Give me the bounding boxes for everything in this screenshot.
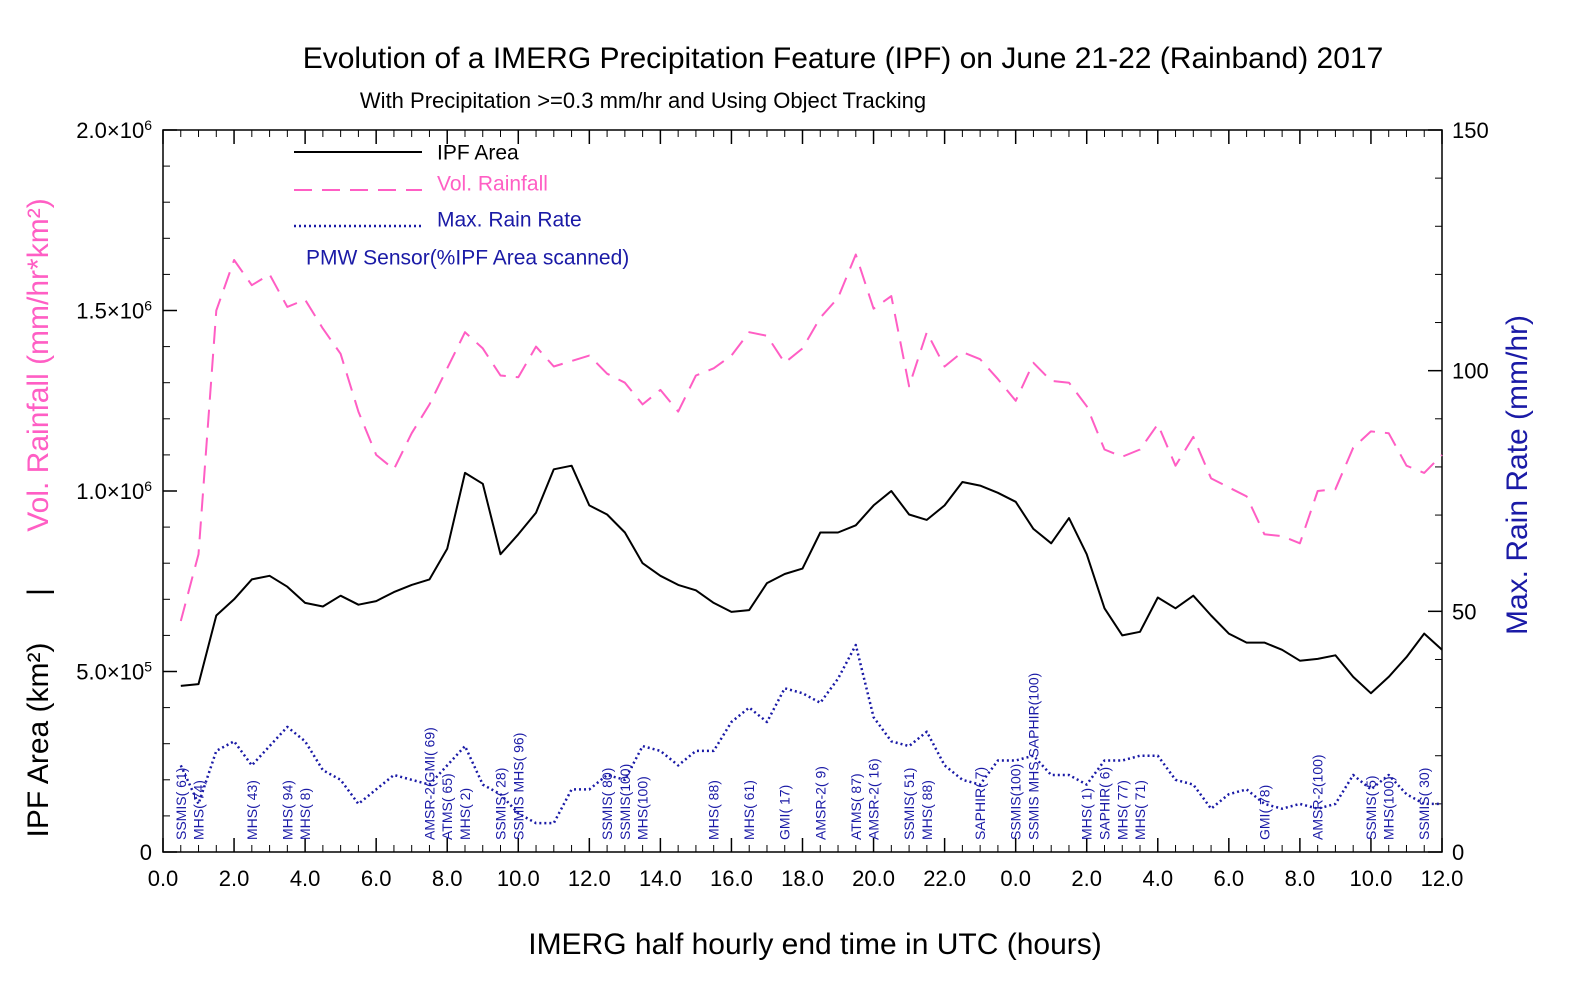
x-tick-label: 4.0 — [1142, 866, 1173, 891]
y-axis-title-separator: | — [22, 588, 55, 596]
sensor-label: SSMIS MHS( 96) — [510, 733, 526, 840]
sensor-label: AMSR-2( 9) — [812, 766, 828, 840]
sensor-label: MHS( 88) — [919, 780, 935, 840]
y-axis-title-ipf-area: IPF Area (km²) — [22, 642, 55, 837]
sensor-label: ATMS( 65) — [439, 773, 455, 840]
sensor-label: MHS( 77) — [1114, 780, 1130, 840]
y-right-tick-label: 150 — [1452, 118, 1489, 143]
x-tick-label: 10.0 — [1350, 866, 1393, 891]
series-line-ipf-area — [180, 464, 1443, 695]
sensor-label: SSMIS( 30) — [1416, 768, 1432, 840]
y-axis-title-vol-rainfall: Vol. Rainfall (mm/hr*km²) — [22, 198, 55, 531]
sensor-label: SSMIS( 51) — [901, 768, 917, 840]
sensor-label: SSMIS(100) — [617, 764, 633, 840]
x-tick-label: 18.0 — [781, 866, 824, 891]
sensor-label: MHS( 8) — [297, 788, 313, 840]
sensor-label: AMSR-2( 16) — [866, 758, 882, 840]
y-left-tick-label: 2.0×106 — [76, 117, 152, 143]
x-tick-label: 6.0 — [1214, 866, 1245, 891]
sensor-label: SSMIS(100) — [1008, 764, 1024, 840]
plot-frame — [162, 129, 1443, 853]
sensor-label: MHS(100) — [635, 776, 651, 840]
x-tick-label: 0.0 — [148, 866, 179, 891]
plot-border — [162, 129, 1443, 853]
x-tick-label: 6.0 — [361, 866, 392, 891]
x-tick-label: 14.0 — [639, 866, 682, 891]
sensor-label: SAPHIR( 6) — [1097, 767, 1113, 840]
y-right-tick-label: 100 — [1452, 359, 1489, 384]
axis-titles: IMERG half hourly end time in UTC (hours… — [22, 198, 1534, 961]
sensor-label: MHS( 74) — [191, 780, 207, 840]
sensor-label: MHS(100) — [1381, 776, 1397, 840]
sensor-label: MHS( 1) — [1079, 788, 1095, 840]
sensor-label: ATMS( 87) — [848, 773, 864, 840]
series-line-vol-rainfall — [179, 253, 1443, 622]
x-axis-title: IMERG half hourly end time in UTC (hours… — [528, 928, 1102, 961]
axis-ticks: 0.0 2.0 4.0 6.0 8.0 10.0 12.0 14.0 16.0 18.0 20.0 2… — [76, 117, 1488, 891]
sensor-label: MHS( 2) — [457, 788, 473, 840]
pmw-sensor-title: PMW Sensor(%IPF Area scanned) — [306, 247, 629, 270]
sensor-label: MHS( 61) — [741, 780, 757, 840]
x-tick-label: 16.0 — [710, 866, 753, 891]
x-tick-label: 8.0 — [432, 866, 463, 891]
sensor-label: AMSR-2(GMI( 69) — [422, 727, 438, 840]
sensor-label: MHS( 43) — [244, 780, 260, 840]
x-tick-label: 2.0 — [1071, 866, 1102, 891]
sensor-label: GMI( 78) — [1256, 785, 1272, 840]
y-left-tick-label: 1.5×106 — [76, 298, 152, 324]
y-right-tick-label: 50 — [1452, 599, 1476, 624]
series-lines — [179, 253, 1443, 825]
sensor-label: MHS( 88) — [706, 780, 722, 840]
x-tick-label: 10.0 — [497, 866, 540, 891]
x-tick-label: 4.0 — [290, 866, 321, 891]
chart-title: Evolution of a IMERG Precipitation Featu… — [303, 42, 1384, 75]
sensor-label: GMI( 17) — [777, 785, 793, 840]
legend-label-ipf-area: IPF Area — [437, 142, 519, 165]
sensor-label: SSMIS( 61) — [173, 768, 189, 840]
sensor-label: SSMIS( 80) — [599, 768, 615, 840]
sensor-label: SSMIS MHS SAPHIR(100) — [1025, 673, 1041, 840]
x-tick-label: 20.0 — [852, 866, 895, 891]
y-left-tick-label: 5.0×105 — [76, 659, 152, 685]
x-tick-label: 8.0 — [1285, 866, 1316, 891]
x-tick-label: 12.0 — [568, 866, 611, 891]
x-tick-label: 0.0 — [1000, 866, 1031, 891]
x-tick-label: 22.0 — [923, 866, 966, 891]
sensor-label: AMSR-2(100) — [1310, 754, 1326, 840]
sensor-label: SAPHIR( 7) — [972, 767, 988, 840]
y-left-tick-label: 1.0×106 — [76, 478, 152, 504]
sensor-label: SSMIS( 5) — [1363, 775, 1379, 840]
x-tick-label: 2.0 — [219, 866, 250, 891]
y-right-tick-label: 0 — [1452, 840, 1464, 865]
x-tick-label: 12.0 — [1421, 866, 1464, 891]
y-axis-title-max-rain-rate: Max. Rain Rate (mm/hr) — [1501, 315, 1534, 635]
legend-label-max-rain-rate: Max. Rain Rate — [437, 209, 582, 232]
legend-label-vol-rainfall: Vol. Rainfall — [437, 173, 548, 196]
sensor-label: SSMIS( 28) — [493, 768, 509, 840]
sensor-labels: SSMIS( 61) MHS( 74) MHS( 43) MHS( 94) MHS( 8… — [173, 673, 1432, 840]
sensor-label: MHS( 94) — [279, 780, 295, 840]
y-left-tick-label: 0 — [140, 840, 152, 865]
chart-subtitle: With Precipitation >=0.3 mm/hr and Using… — [360, 88, 926, 113]
legend: IPF Area Vol. Rainfall Max. Rain Rate PM… — [294, 142, 629, 270]
sensor-label: MHS( 71) — [1132, 780, 1148, 840]
